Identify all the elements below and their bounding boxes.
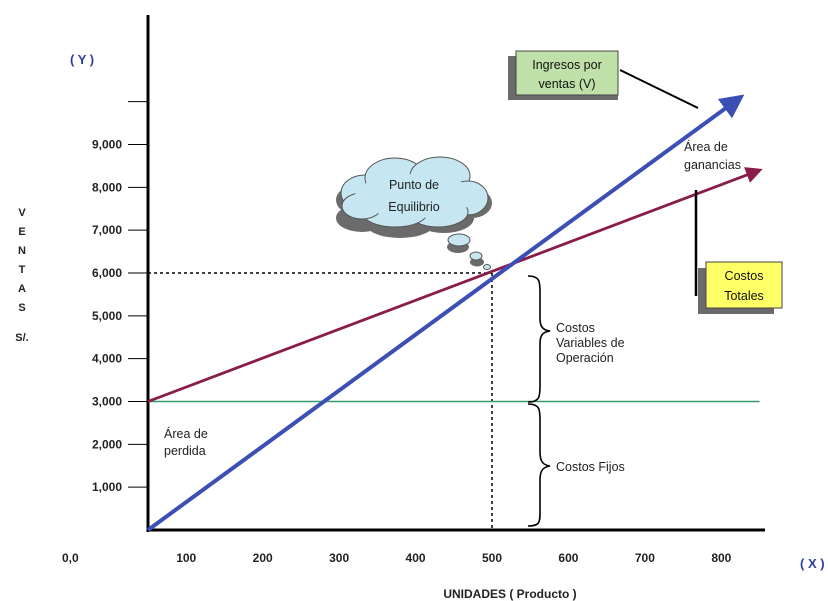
y-axis-title-letter: S	[18, 302, 25, 314]
x-tick-label: 100	[176, 551, 196, 565]
y-axis-title-letter: T	[19, 264, 26, 276]
y-tick-label: 6,000	[92, 266, 122, 280]
x-tick-label: 300	[329, 551, 349, 565]
x-axis-title: UNIDADES ( Producto )	[443, 587, 576, 601]
ingresos-pointer	[619, 69, 699, 109]
fixed-costs-brace	[527, 403, 551, 527]
costos-totales-box	[705, 261, 783, 309]
y-axis-tag: ( Y )	[70, 52, 94, 67]
ingresos-box	[515, 50, 619, 96]
x-tick-label: 400	[406, 551, 426, 565]
fixed-costs-label: Costos Fijos	[556, 460, 625, 474]
x-ticks: 100 200 300 400 500 600 700 800	[176, 551, 731, 565]
costos-totales-line	[147, 167, 763, 403]
perdida-label-line2: perdida	[164, 444, 206, 458]
x-tick-label: 500	[482, 551, 502, 565]
costos-totales-label-line2: Totales	[724, 289, 764, 303]
variable-costs-label-line1: Costos	[556, 321, 595, 335]
y-axis-unit: S/.	[15, 332, 28, 344]
y-axis-title-letter: A	[18, 283, 26, 295]
y-tick-label: 2,000	[92, 437, 122, 451]
y-tick-label: 8,000	[92, 180, 122, 194]
ingresos-label-line2: ventas (V)	[539, 77, 596, 91]
ingresos-label-line1: Ingresos por	[532, 58, 601, 72]
x-tick-label: 800	[711, 551, 731, 565]
y-tick-label: 4,000	[92, 352, 122, 366]
y-axis-title-letter: V	[18, 207, 26, 219]
break-even-label-line2: Equilibrio	[388, 200, 439, 214]
break-even-cloud	[336, 156, 492, 270]
variable-costs-label-line2: Variables de	[556, 336, 625, 350]
ganancias-label-line2: ganancias	[684, 158, 741, 172]
x-tick-label: 600	[558, 551, 578, 565]
y-tick-label: 7,000	[92, 223, 122, 237]
y-tick-label: 1,000	[92, 480, 122, 494]
x-tick-label: 700	[635, 551, 655, 565]
variable-costs-label-line3: Operación	[556, 351, 614, 365]
series-lines	[146, 94, 763, 532]
variable-costs-brace	[527, 275, 551, 403]
ingresos-line	[146, 94, 745, 532]
x-axis-tag: ( X )	[800, 556, 825, 571]
y-axis-title-letter: E	[18, 226, 25, 238]
y-ticks: 1,000 2,000 3,000 4,000 5,000 6,000 7,000 8,000…	[92, 101, 148, 494]
ganancias-label-line1: Área de	[684, 139, 728, 154]
perdida-label-line1: Área de	[164, 426, 208, 441]
origin-label: 0,0	[62, 551, 79, 565]
y-tick-label: 3,000	[92, 395, 122, 409]
costos-totales-label-line1: Costos	[725, 269, 764, 283]
y-axis-title-letter: N	[18, 245, 26, 257]
y-tick-label: 5,000	[92, 309, 122, 323]
y-tick-label: 9,000	[92, 138, 122, 152]
break-even-label-line1: Punto de	[389, 178, 439, 192]
x-tick-label: 200	[253, 551, 273, 565]
